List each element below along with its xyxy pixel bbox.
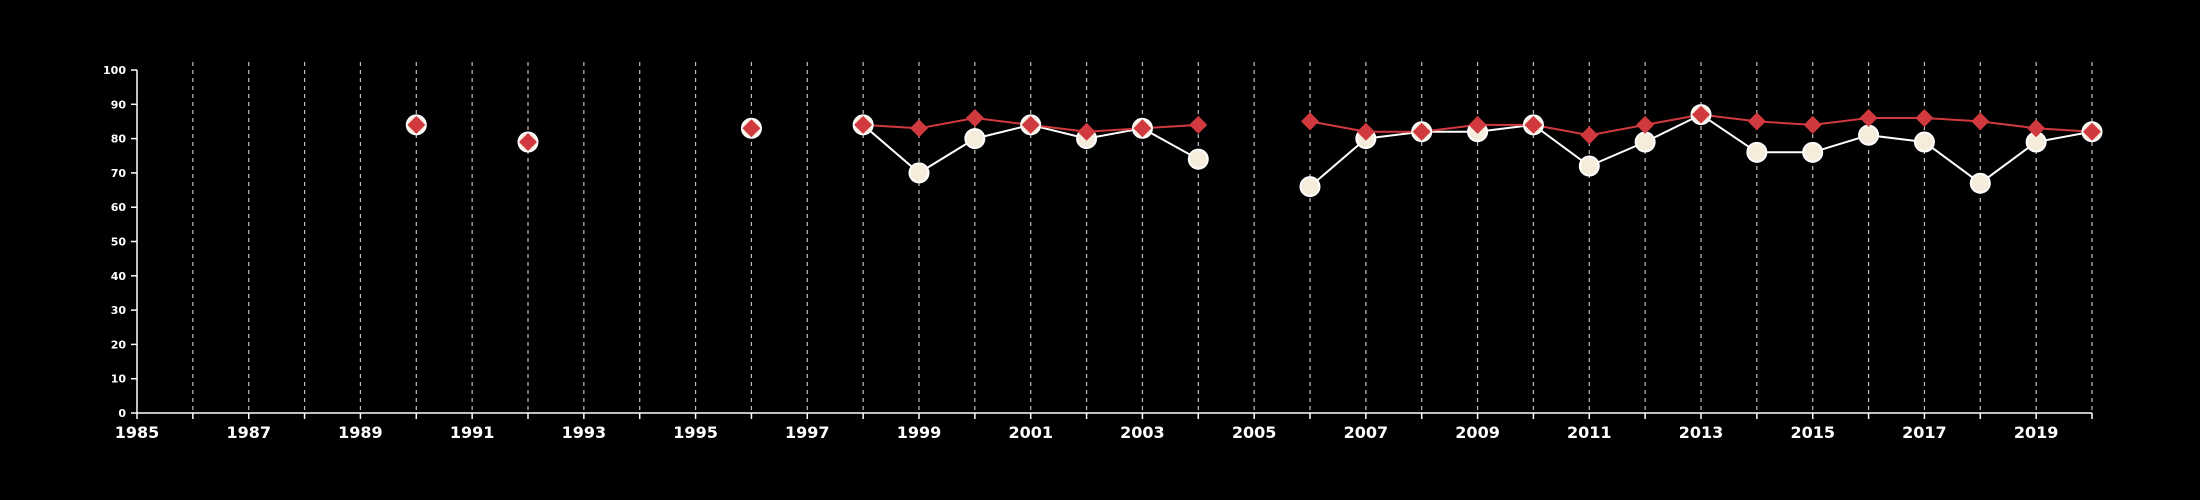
series-a-point — [519, 133, 537, 151]
series-a-point — [1971, 112, 1990, 131]
x-tick-label: 1999 — [897, 423, 942, 442]
x-tick-label: 2019 — [2014, 423, 2059, 442]
series-b-point — [908, 162, 930, 184]
series-a-point — [1412, 122, 1431, 141]
y-tick-label: 100 — [103, 64, 126, 77]
y-tick-label: 40 — [111, 270, 127, 283]
series-a-point — [2083, 122, 2101, 141]
series-a-point — [1915, 109, 1934, 127]
x-tick-label: 2005 — [1232, 423, 1277, 442]
axis-layer: 0 10 20 30 40 50 60 70 80 90 100 1985 1987 1989 1991 19… — [103, 64, 2093, 442]
series-a-point — [1692, 105, 1710, 124]
series-a-point — [742, 119, 761, 138]
x-tick-label: 1991 — [450, 423, 495, 442]
x-tick-label: 1989 — [338, 423, 383, 442]
x-tick-label: 2015 — [1790, 423, 1835, 442]
series-b-point — [1634, 131, 1656, 153]
series-b-point — [1913, 131, 1935, 153]
series-b-point — [1578, 155, 1600, 177]
x-tick-label: 1987 — [226, 423, 271, 442]
series-a-point — [1133, 119, 1152, 138]
series-b-point — [1187, 148, 1209, 170]
y-tick-label: 10 — [111, 373, 127, 386]
grid-layer — [192, 62, 2093, 413]
y-tick-label: 30 — [111, 304, 127, 317]
x-tick-label: 2017 — [1902, 423, 1947, 442]
x-tick-label: 2013 — [1679, 423, 1724, 442]
x-tick-label: 1985 — [115, 423, 160, 442]
series-a-point — [1301, 112, 1319, 131]
series-a-point — [1356, 122, 1375, 141]
x-tick-label: 2011 — [1567, 423, 1612, 442]
series-a-point — [1636, 115, 1655, 134]
x-tick-label: 1995 — [673, 423, 718, 442]
x-tick-label: 2009 — [1455, 423, 1500, 442]
y-tick-label: 20 — [111, 338, 127, 351]
series-b-point — [1858, 124, 1880, 146]
y-tick-label: 80 — [111, 133, 127, 146]
series-a-point — [910, 119, 928, 138]
series-b-point — [1746, 141, 1768, 163]
series-layer — [405, 104, 2103, 198]
series-a-point — [854, 115, 873, 134]
x-tick-label: 2001 — [1008, 423, 1053, 442]
series-a-point — [965, 109, 984, 127]
series-a-point — [1077, 122, 1096, 141]
y-tick-label: 70 — [111, 167, 127, 180]
series-a-point — [1021, 115, 1040, 134]
y-tick-label: 60 — [111, 201, 127, 214]
series-a-point — [1580, 126, 1599, 145]
y-tick-label: 50 — [111, 236, 127, 249]
series-a-point — [1524, 115, 1543, 134]
series-a-point — [1803, 115, 1822, 134]
series-a-point — [1468, 115, 1487, 134]
series-a-point — [1859, 109, 1878, 127]
series-a-point — [2027, 119, 2046, 138]
series-b-point — [1969, 172, 1991, 194]
x-tick-label: 2003 — [1120, 423, 1165, 442]
series-a-point — [1189, 115, 1208, 134]
series-b-point — [1802, 141, 1824, 163]
y-tick-label: 0 — [118, 407, 126, 420]
x-tick-label: 1997 — [785, 423, 830, 442]
y-tick-label: 90 — [111, 98, 127, 111]
series-a-point — [407, 115, 426, 134]
x-tick-label: 2007 — [1344, 423, 1389, 442]
series-a-point — [1747, 112, 1766, 131]
series-b-point — [1299, 176, 1321, 198]
series-b-point — [964, 128, 986, 150]
x-tick-label: 1993 — [562, 423, 607, 442]
